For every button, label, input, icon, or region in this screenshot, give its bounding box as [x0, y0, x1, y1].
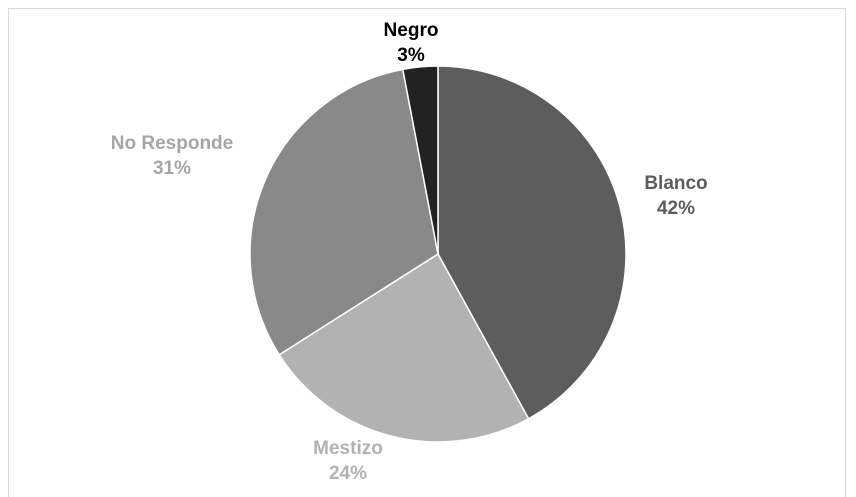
slice-name-mestizo: Mestizo [313, 438, 383, 459]
slice-label-blanco: Blanco 42% [644, 171, 707, 221]
chart-frame [8, 8, 846, 497]
slice-label-no-responde: No Responde 31% [111, 131, 233, 181]
slice-label-negro: Negro 3% [384, 18, 439, 68]
pie-slice-mestizo [278, 252, 530, 443]
slice-name-negro: Negro [383, 20, 439, 41]
pie-slice-negro [401, 65, 439, 255]
slice-percent-negro: 3% [397, 45, 425, 66]
slice-name-blanco: Blanco [644, 173, 708, 194]
pie-slice-blanco [437, 65, 627, 420]
slice-percent-blanco: 42% [656, 198, 696, 219]
slice-percent-no-responde: 31% [152, 158, 192, 179]
slice-label-mestizo: Mestizo 24% [313, 436, 383, 486]
slice-percent-mestizo: 24% [328, 463, 368, 484]
slice-name-no-responde: No Responde [110, 133, 234, 154]
pie-slice-no-responde [249, 68, 439, 356]
